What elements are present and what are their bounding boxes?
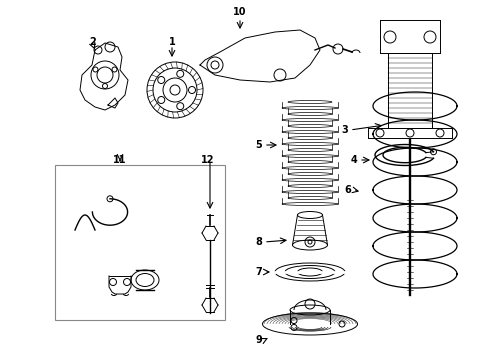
Text: 2: 2 [90, 37, 97, 47]
Text: 10: 10 [233, 7, 247, 17]
Text: 7: 7 [255, 267, 262, 277]
Text: 8: 8 [255, 237, 262, 247]
Text: 5: 5 [255, 140, 262, 150]
Text: 6: 6 [344, 185, 351, 195]
Text: 4: 4 [350, 155, 357, 165]
Text: 11: 11 [113, 155, 127, 165]
Text: 12: 12 [201, 155, 215, 165]
Bar [388, 53, 432, 128]
Text: 1: 1 [169, 37, 175, 47]
Text: 9: 9 [255, 335, 262, 345]
Bar [55, 165, 225, 320]
Text: 3: 3 [341, 125, 348, 135]
